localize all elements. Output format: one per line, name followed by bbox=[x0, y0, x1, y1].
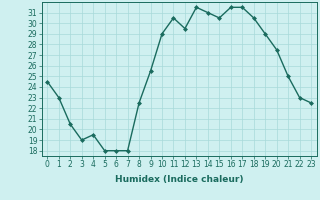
X-axis label: Humidex (Indice chaleur): Humidex (Indice chaleur) bbox=[115, 175, 244, 184]
